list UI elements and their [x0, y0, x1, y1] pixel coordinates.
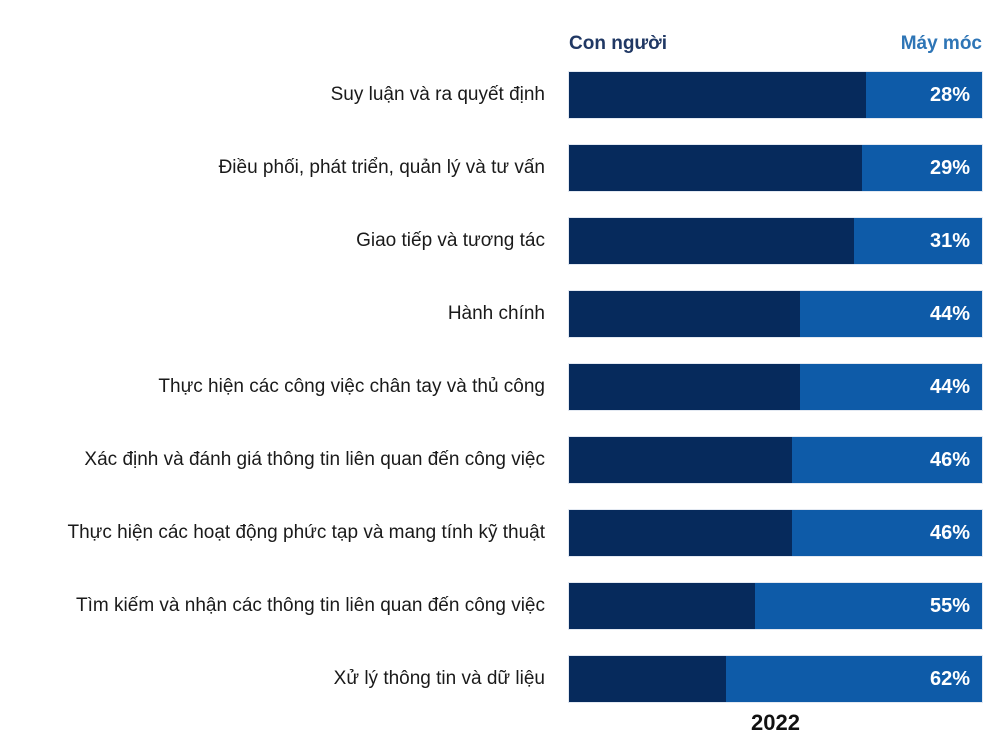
- machine-segment: 46%: [792, 510, 982, 556]
- legend-spacer: [0, 33, 569, 55]
- category-label: Suy luận và ra quyết định: [330, 84, 545, 105]
- legend-row: Con người Máy móc: [0, 33, 994, 55]
- human-segment: [569, 656, 726, 702]
- chart-row: Thực hiện các công việc chân tay và thủ …: [0, 363, 994, 411]
- machine-segment: 44%: [800, 364, 982, 410]
- machine-percent-label: 46%: [929, 448, 970, 471]
- chart-row: Thực hiện các hoạt động phức tạp và mang…: [0, 509, 994, 557]
- legend-machine: Máy móc: [900, 33, 982, 54]
- human-segment: [569, 437, 793, 483]
- machine-percent-label: 62%: [929, 667, 970, 690]
- stacked-bar: 46%: [568, 509, 983, 557]
- category-label: Thực hiện các hoạt động phức tạp và mang…: [67, 522, 545, 543]
- category-label: Hành chính: [447, 303, 545, 324]
- stacked-bar: 55%: [568, 582, 983, 630]
- bar-rows: Suy luận và ra quyết định 28% Điều phối,…: [0, 71, 994, 703]
- machine-percent-label: 31%: [929, 229, 970, 252]
- stacked-bar: 44%: [568, 363, 983, 411]
- stacked-bar: 62%: [568, 655, 983, 703]
- category-label: Thực hiện các công việc chân tay và thủ …: [158, 376, 545, 397]
- human-segment: [569, 218, 854, 264]
- machine-percent-label: 55%: [929, 594, 970, 617]
- human-segment: [569, 364, 801, 410]
- human-segment: [569, 583, 755, 629]
- machine-percent-label: 44%: [929, 375, 970, 398]
- human-segment: [569, 72, 867, 118]
- machine-percent-label: 29%: [929, 156, 970, 179]
- machine-segment: 31%: [853, 218, 982, 264]
- human-segment: [569, 145, 863, 191]
- category-label: Giao tiếp và tương tác: [356, 230, 545, 251]
- category-label: Xử lý thông tin và dữ liệu: [333, 668, 545, 689]
- chart-row: Tìm kiếm và nhận các thông tin liên quan…: [0, 582, 994, 630]
- human-segment: [569, 291, 801, 337]
- machine-percent-label: 28%: [929, 83, 970, 106]
- machine-segment: 28%: [866, 72, 982, 118]
- chart-row: Xử lý thông tin và dữ liệu 62%: [0, 655, 994, 703]
- stacked-bar: 28%: [568, 71, 983, 119]
- category-label: Xác định và đánh giá thông tin liên quan…: [84, 449, 545, 470]
- machine-segment: 44%: [800, 291, 982, 337]
- chart-row: Điều phối, phát triển, quản lý và tư vấn…: [0, 144, 994, 192]
- stacked-bar: 29%: [568, 144, 983, 192]
- stacked-bar-chart: Con người Máy móc Suy luận và ra quyết đ…: [0, 33, 994, 735]
- legend-human: Con người: [569, 33, 667, 54]
- stacked-bar: 44%: [568, 290, 983, 338]
- chart-row: Suy luận và ra quyết định 28%: [0, 71, 994, 119]
- stacked-bar: 31%: [568, 217, 983, 265]
- category-label: Điều phối, phát triển, quản lý và tư vấn: [218, 157, 545, 178]
- stacked-bar: 46%: [568, 436, 983, 484]
- chart-row: Hành chính 44%: [0, 290, 994, 338]
- chart-row: Xác định và đánh giá thông tin liên quan…: [0, 436, 994, 484]
- legend-labels: Con người Máy móc: [569, 33, 982, 55]
- category-label: Tìm kiếm và nhận các thông tin liên quan…: [76, 595, 545, 616]
- x-axis-year-label: 2022: [751, 710, 800, 735]
- chart-row: Giao tiếp và tương tác 31%: [0, 217, 994, 265]
- machine-percent-label: 44%: [929, 302, 970, 325]
- machine-segment: 29%: [862, 145, 982, 191]
- machine-percent-label: 46%: [929, 521, 970, 544]
- machine-segment: 55%: [754, 583, 982, 629]
- machine-segment: 62%: [725, 656, 982, 702]
- machine-segment: 46%: [792, 437, 982, 483]
- human-segment: [569, 510, 793, 556]
